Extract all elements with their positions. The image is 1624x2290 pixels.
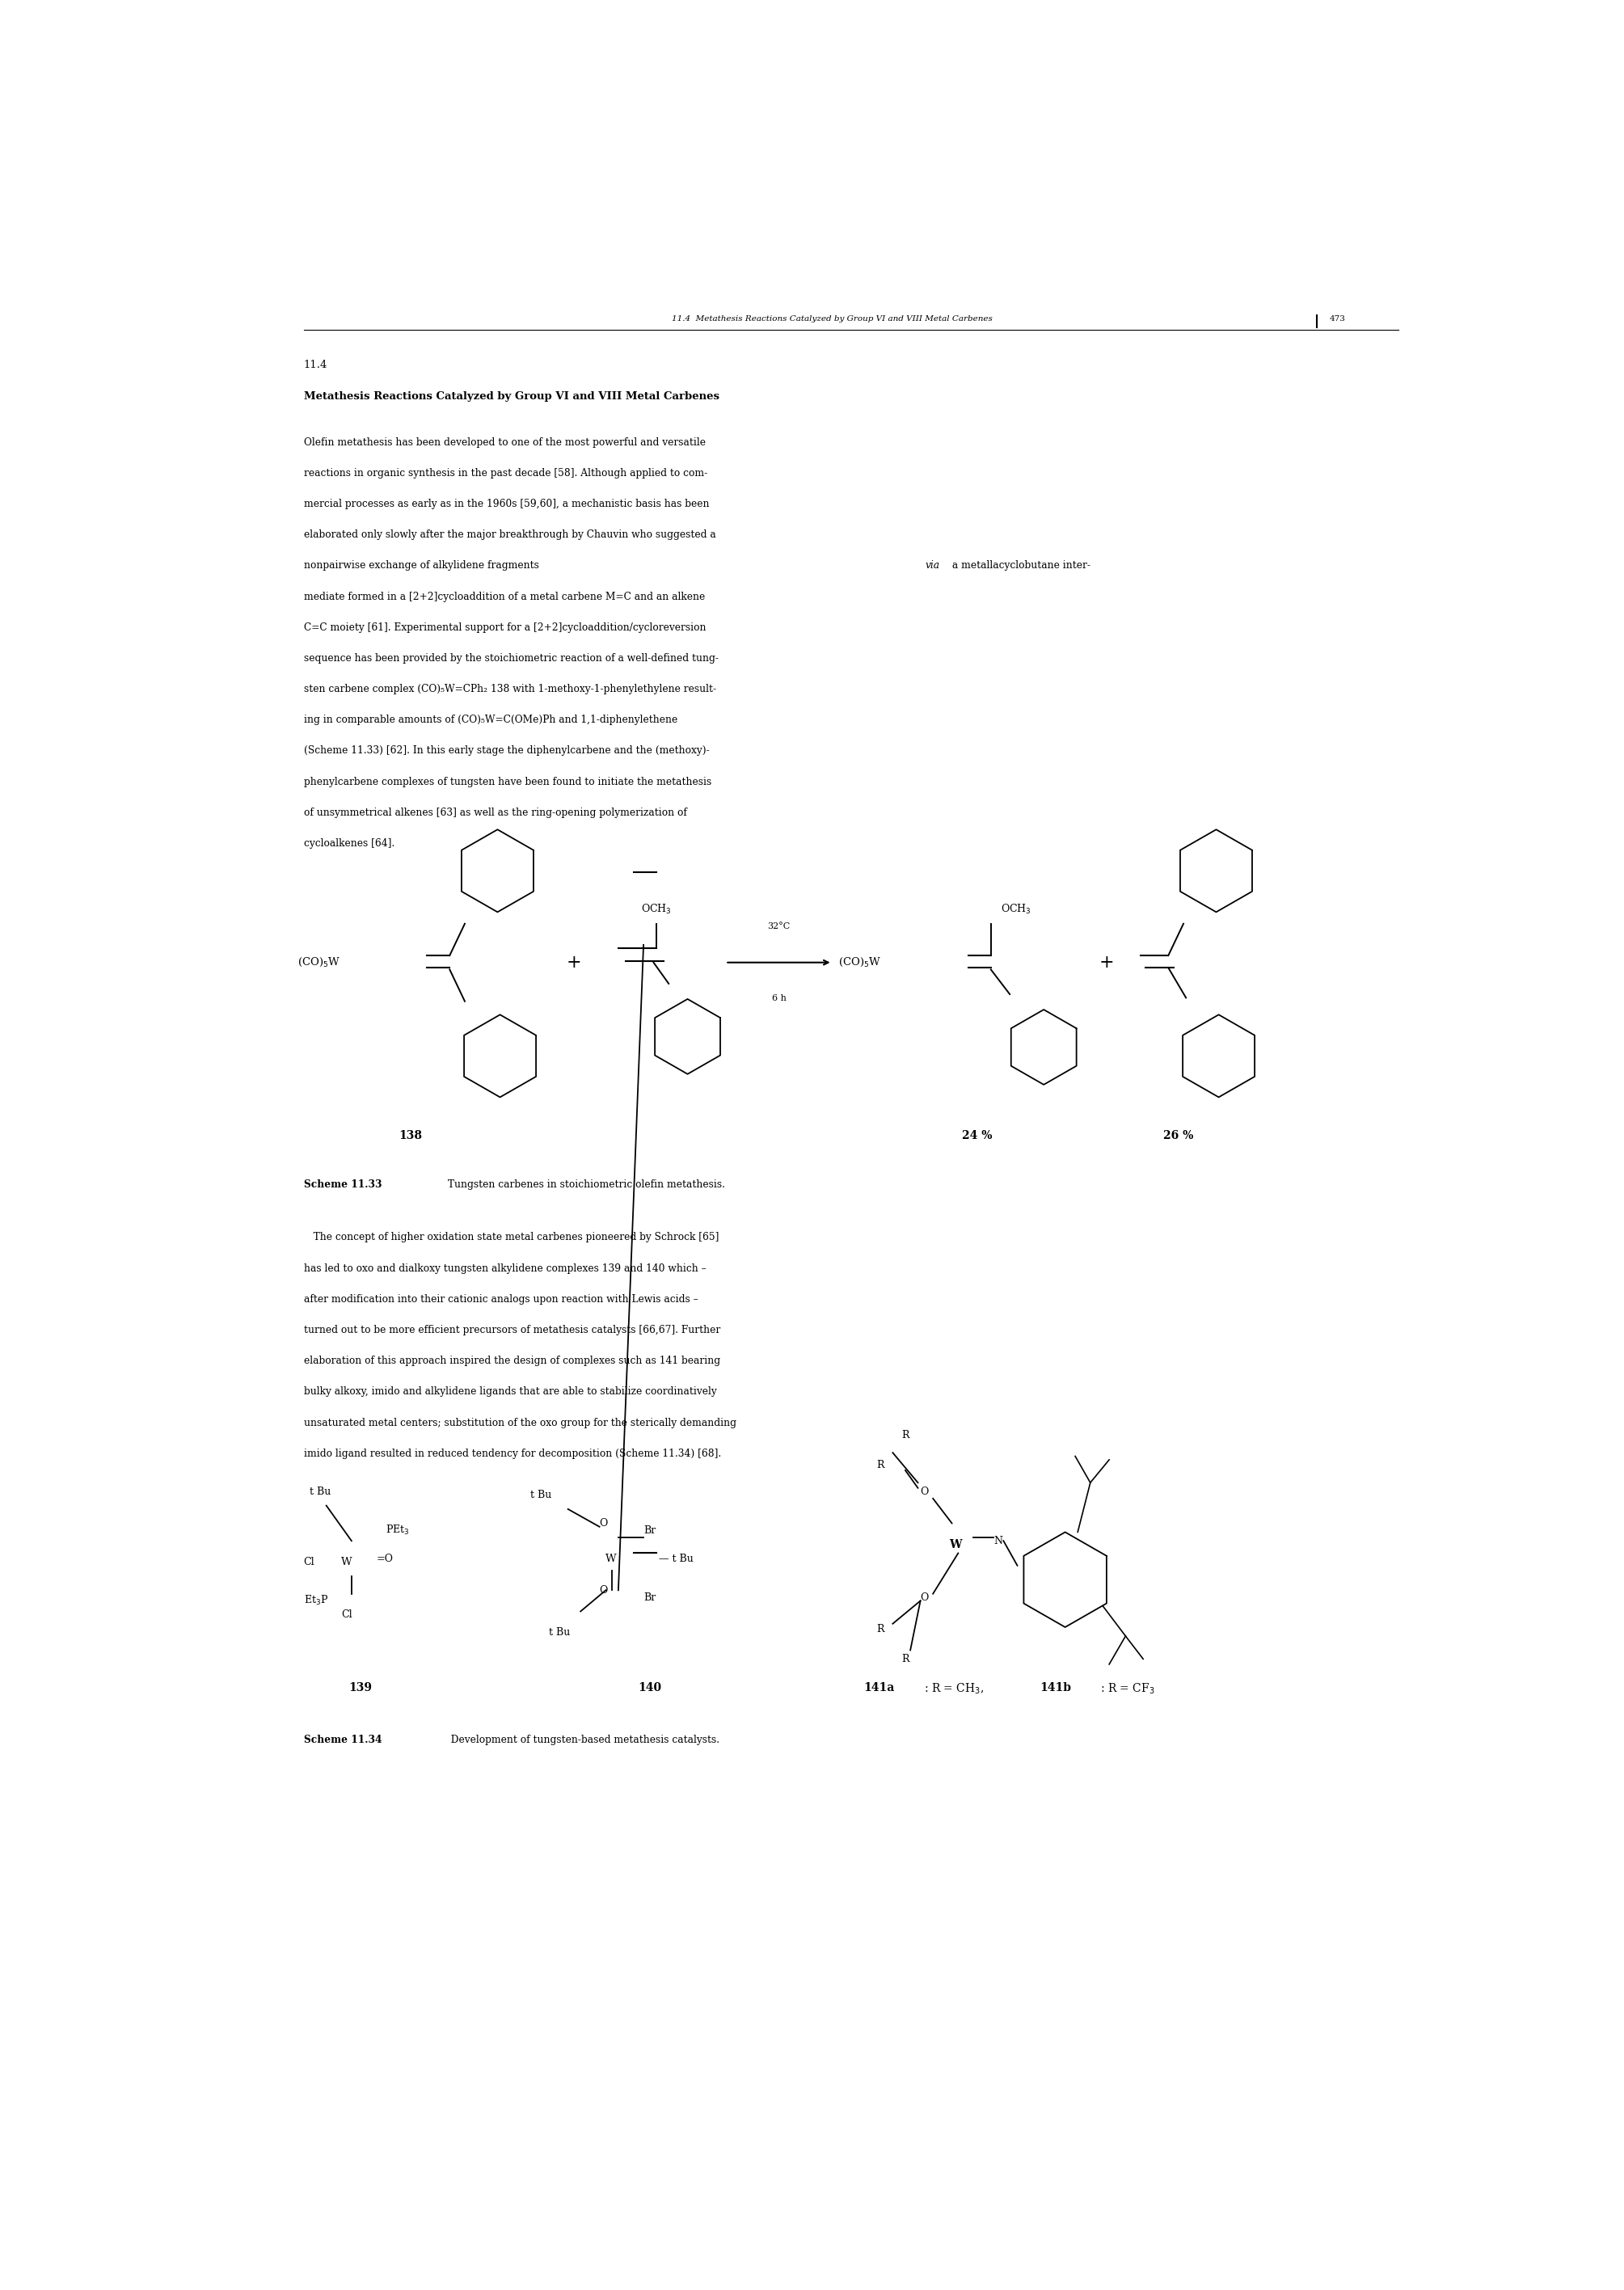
Text: t Bu: t Bu xyxy=(549,1628,570,1637)
Text: t Bu: t Bu xyxy=(529,1491,552,1500)
Text: +: + xyxy=(1099,953,1114,971)
Text: The concept of higher oxidation state metal carbenes pioneered by Schrock [65]: The concept of higher oxidation state me… xyxy=(304,1232,719,1243)
Text: Metathesis Reactions Catalyzed by Group VI and VIII Metal Carbenes: Metathesis Reactions Catalyzed by Group … xyxy=(304,392,719,401)
Text: 140: 140 xyxy=(638,1681,661,1692)
Text: C=C moiety [61]. Experimental support for a [2+2]cycloaddition/cycloreversion: C=C moiety [61]. Experimental support fo… xyxy=(304,623,706,632)
Text: turned out to be more efficient precursors of metathesis catalysts [66,67]. Furt: turned out to be more efficient precurso… xyxy=(304,1326,719,1335)
Text: W: W xyxy=(950,1539,961,1550)
Text: N: N xyxy=(994,1537,1002,1546)
Text: +: + xyxy=(567,953,581,971)
Text: Scheme 11.33: Scheme 11.33 xyxy=(304,1179,382,1191)
Text: 138: 138 xyxy=(400,1129,422,1140)
Text: 6 h: 6 h xyxy=(771,994,786,1003)
Text: has led to oxo and dialkoxy tungsten alkylidene complexes 139 and 140 which –: has led to oxo and dialkoxy tungsten alk… xyxy=(304,1264,706,1273)
Text: 141b: 141b xyxy=(1039,1681,1072,1692)
Text: OCH$_3$: OCH$_3$ xyxy=(641,902,671,916)
Text: 11.4: 11.4 xyxy=(304,360,328,371)
Text: R: R xyxy=(901,1653,909,1665)
Text: Cl: Cl xyxy=(341,1610,352,1619)
Text: via: via xyxy=(926,561,940,570)
Text: nonpairwise exchange of alkylidene fragments via: nonpairwise exchange of alkylidene fragm… xyxy=(304,561,557,570)
Text: Br: Br xyxy=(643,1525,656,1537)
Text: (CO)$_5$W: (CO)$_5$W xyxy=(297,957,341,969)
Text: imido ligand resulted in reduced tendency for decomposition (Scheme 11.34) [68].: imido ligand resulted in reduced tendenc… xyxy=(304,1447,721,1459)
Text: sten carbene complex (CO)₅W=CPh₂ 138 with 1-methoxy-1-phenylethylene result-: sten carbene complex (CO)₅W=CPh₂ 138 wit… xyxy=(304,685,716,694)
Text: ing in comparable amounts of (CO)₅W=C(OMe)Ph and 1,1-diphenylethene: ing in comparable amounts of (CO)₅W=C(OM… xyxy=(304,714,677,726)
Text: (Scheme 11.33) [62]. In this early stage the diphenylcarbene and the (methoxy)-: (Scheme 11.33) [62]. In this early stage… xyxy=(304,747,710,756)
Text: 11.4  Metathesis Reactions Catalyzed by Group VI and VIII Metal Carbenes: 11.4 Metathesis Reactions Catalyzed by G… xyxy=(672,316,992,323)
Text: 141a: 141a xyxy=(864,1681,895,1692)
Text: R: R xyxy=(877,1459,883,1470)
Text: (CO)$_5$W: (CO)$_5$W xyxy=(838,957,882,969)
Text: PEt$_3$: PEt$_3$ xyxy=(385,1523,409,1537)
Text: a metallacyclobutane inter-: a metallacyclobutane inter- xyxy=(950,561,1091,570)
Text: bulky alkoxy, imido and alkylidene ligands that are able to stabilize coordinati: bulky alkoxy, imido and alkylidene ligan… xyxy=(304,1385,716,1397)
Text: 32°C: 32°C xyxy=(768,923,791,930)
Text: Cl: Cl xyxy=(304,1557,315,1566)
Text: mercial processes as early as in the 1960s [59,60], a mechanistic basis has been: mercial processes as early as in the 196… xyxy=(304,499,710,508)
Text: : R = CH$_3$,: : R = CH$_3$, xyxy=(924,1681,984,1697)
Text: O: O xyxy=(921,1486,929,1498)
Text: O: O xyxy=(921,1592,929,1603)
Text: elaborated only slowly after the major breakthrough by Chauvin who suggested a: elaborated only slowly after the major b… xyxy=(304,529,716,540)
Text: O: O xyxy=(599,1518,607,1527)
Text: t Bu: t Bu xyxy=(310,1486,331,1498)
Text: W: W xyxy=(606,1553,617,1564)
Text: elaboration of this approach inspired the design of complexes such as 141 bearin: elaboration of this approach inspired th… xyxy=(304,1356,719,1367)
Text: nonpairwise exchange of alkylidene fragments: nonpairwise exchange of alkylidene fragm… xyxy=(304,561,542,570)
Text: sequence has been provided by the stoichiometric reaction of a well-defined tung: sequence has been provided by the stoich… xyxy=(304,653,718,664)
Text: cycloalkenes [64].: cycloalkenes [64]. xyxy=(304,838,395,850)
Text: OCH$_3$: OCH$_3$ xyxy=(1000,902,1031,916)
Text: reactions in organic synthesis in the past decade [58]. Although applied to com-: reactions in organic synthesis in the pa… xyxy=(304,467,708,479)
Text: Olefin metathesis has been developed to one of the most powerful and versatile: Olefin metathesis has been developed to … xyxy=(304,437,705,447)
Text: after modification into their cationic analogs upon reaction with Lewis acids –: after modification into their cationic a… xyxy=(304,1294,698,1305)
Text: unsaturated metal centers; substitution of the oxo group for the sterically dema: unsaturated metal centers; substitution … xyxy=(304,1418,736,1429)
Text: R: R xyxy=(901,1429,909,1440)
Text: Development of tungsten-based metathesis catalysts.: Development of tungsten-based metathesis… xyxy=(445,1736,719,1745)
Text: Et$_3$P: Et$_3$P xyxy=(304,1594,328,1608)
Text: O: O xyxy=(599,1585,607,1596)
Text: mediate formed in a [2+2]cycloaddition of a metal carbene M=C and an alkene: mediate formed in a [2+2]cycloaddition o… xyxy=(304,591,705,602)
Text: R: R xyxy=(877,1624,883,1635)
Text: Scheme 11.34: Scheme 11.34 xyxy=(304,1736,382,1745)
Text: : R = CF$_3$: : R = CF$_3$ xyxy=(1101,1681,1155,1697)
Text: 24 %: 24 % xyxy=(961,1129,992,1140)
Text: =O: =O xyxy=(377,1553,393,1564)
Text: 473: 473 xyxy=(1330,316,1346,323)
Text: 26 %: 26 % xyxy=(1163,1129,1194,1140)
Text: W: W xyxy=(341,1557,352,1566)
Text: Br: Br xyxy=(643,1592,656,1603)
Text: Tungsten carbenes in stoichiometric olefin metathesis.: Tungsten carbenes in stoichiometric olef… xyxy=(445,1179,726,1191)
Text: 139: 139 xyxy=(349,1681,372,1692)
Text: of unsymmetrical alkenes [63] as well as the ring-opening polymerization of: of unsymmetrical alkenes [63] as well as… xyxy=(304,808,687,818)
Text: — t Bu: — t Bu xyxy=(659,1553,693,1564)
Text: phenylcarbene complexes of tungsten have been found to initiate the metathesis: phenylcarbene complexes of tungsten have… xyxy=(304,776,711,788)
